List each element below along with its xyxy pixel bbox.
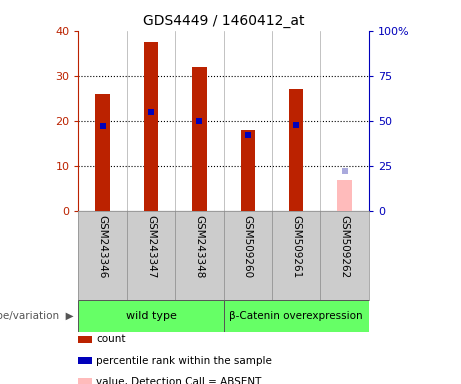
Text: GSM509261: GSM509261 bbox=[291, 215, 301, 278]
Text: GSM509262: GSM509262 bbox=[340, 215, 349, 278]
Bar bbox=[337, 180, 352, 211]
Bar bbox=[78, 300, 224, 332]
Text: wild type: wild type bbox=[125, 311, 177, 321]
Text: β-Catenin overexpression: β-Catenin overexpression bbox=[230, 311, 363, 321]
Text: GSM509260: GSM509260 bbox=[243, 215, 253, 278]
Bar bbox=[192, 67, 207, 211]
Bar bbox=[144, 42, 158, 211]
Text: percentile rank within the sample: percentile rank within the sample bbox=[96, 356, 272, 366]
Text: GSM243348: GSM243348 bbox=[195, 215, 204, 278]
Bar bbox=[224, 300, 369, 332]
Bar bbox=[241, 130, 255, 211]
Bar bbox=[95, 94, 110, 211]
Bar bbox=[289, 89, 303, 211]
Text: value, Detection Call = ABSENT: value, Detection Call = ABSENT bbox=[96, 377, 261, 384]
Title: GDS4449 / 1460412_at: GDS4449 / 1460412_at bbox=[143, 14, 304, 28]
Text: genotype/variation  ▶: genotype/variation ▶ bbox=[0, 311, 74, 321]
Text: GSM243346: GSM243346 bbox=[98, 215, 107, 278]
Text: count: count bbox=[96, 334, 125, 344]
Text: GSM243347: GSM243347 bbox=[146, 215, 156, 278]
